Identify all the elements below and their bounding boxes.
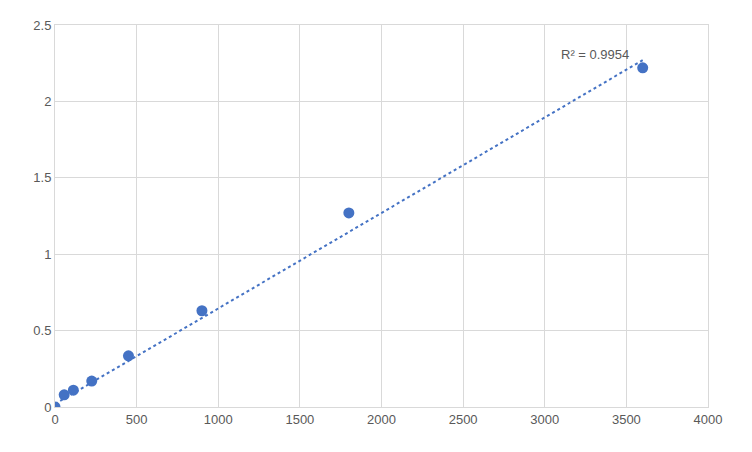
svg-text:0: 0: [44, 400, 51, 415]
svg-text:2000: 2000: [367, 412, 396, 427]
svg-text:500: 500: [126, 412, 148, 427]
svg-text:3500: 3500: [612, 412, 641, 427]
svg-text:2: 2: [44, 94, 51, 109]
svg-text:0: 0: [51, 412, 58, 427]
svg-text:0.5: 0.5: [33, 323, 51, 338]
svg-text:2500: 2500: [449, 412, 478, 427]
svg-text:1: 1: [44, 247, 51, 262]
svg-text:1500: 1500: [285, 412, 314, 427]
svg-text:1000: 1000: [204, 412, 233, 427]
svg-text:R² = 0.9954: R² = 0.9954: [561, 47, 629, 62]
svg-text:2.5: 2.5: [33, 18, 51, 33]
svg-text:1.5: 1.5: [33, 170, 51, 185]
svg-text:4000: 4000: [694, 412, 723, 427]
svg-text:3000: 3000: [530, 412, 559, 427]
